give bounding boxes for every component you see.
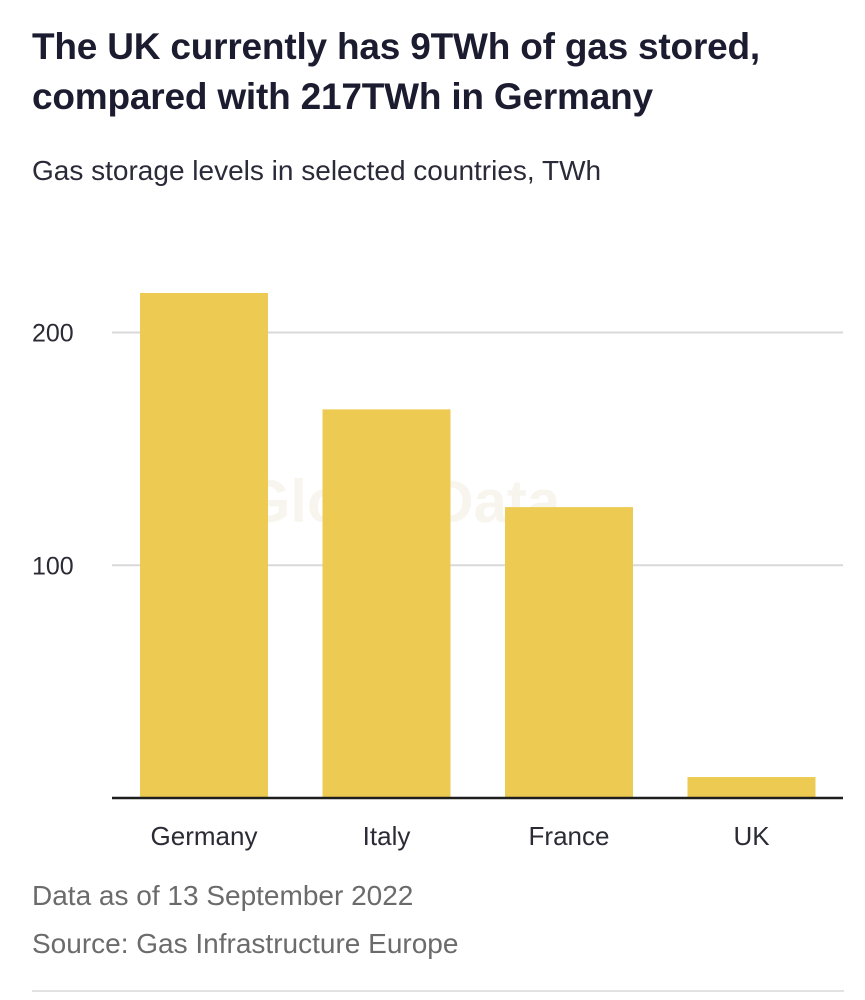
bar-germany [140, 293, 268, 798]
x-tick-label-uk: UK [733, 821, 770, 851]
bar-france [505, 507, 633, 798]
x-tick-label-france: France [529, 821, 610, 851]
bar-italy [322, 409, 451, 798]
x-tick-label-italy: Italy [363, 821, 411, 851]
y-tick-label: 100 [32, 552, 74, 580]
data-date-note: Data as of 13 September 2022 [32, 880, 414, 911]
bars [140, 293, 816, 798]
chart-title: The UK currently has 9TWh of gas stored,… [32, 26, 761, 117]
bottom-divider [32, 990, 844, 992]
source-note: Source: Gas Infrastructure Europe [32, 928, 459, 959]
category-labels: Germany Italy France UK [151, 821, 771, 851]
bar-uk [687, 777, 816, 798]
y-tick-label: 200 [32, 320, 74, 348]
chart-subtitle: Gas storage levels in selected countries… [32, 155, 602, 186]
x-tick-label-germany: Germany [151, 821, 258, 851]
